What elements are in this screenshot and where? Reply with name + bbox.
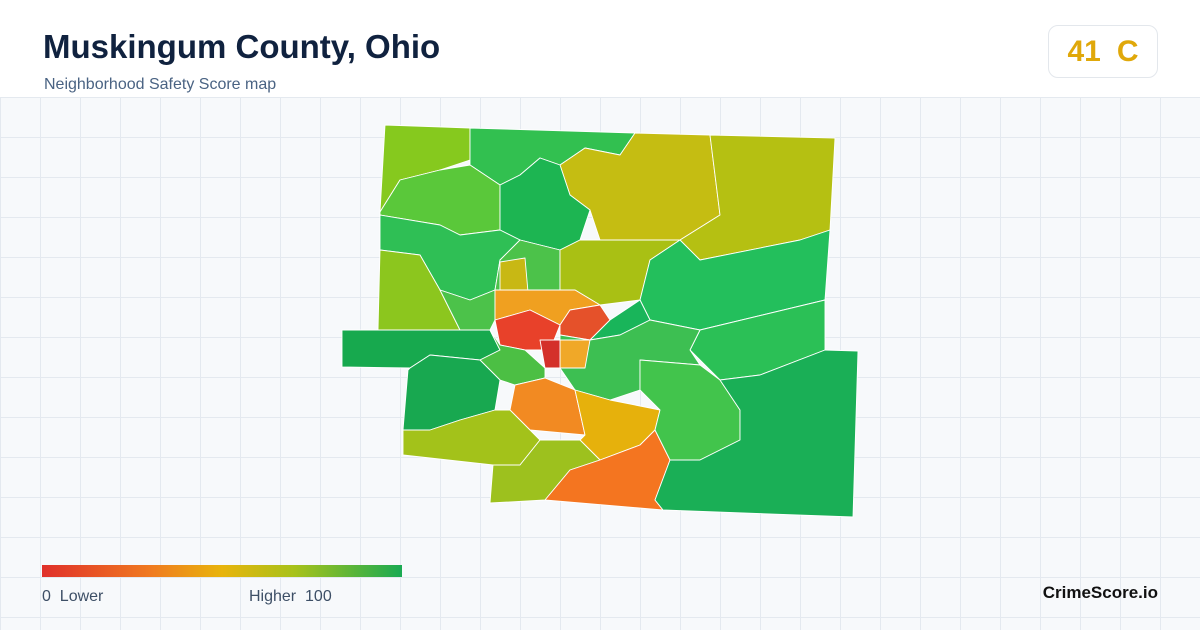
title: Muskingum County, Ohio bbox=[43, 28, 441, 65]
region bbox=[499, 257, 529, 293]
score-value: 41 bbox=[1067, 34, 1101, 68]
legend-min: 0 bbox=[42, 588, 51, 605]
region bbox=[539, 339, 561, 369]
score-grade: C bbox=[1116, 34, 1139, 68]
region bbox=[654, 349, 859, 518]
legend-max-label: Higher bbox=[249, 588, 297, 605]
legend-min-label: Lower bbox=[59, 588, 104, 605]
legend-gradient bbox=[42, 565, 402, 577]
brand: CrimeScore.io bbox=[1042, 583, 1158, 602]
legend-min-group: 0 Lower bbox=[42, 588, 103, 606]
subtitle: Neighborhood Safety Score map bbox=[44, 76, 277, 93]
legend-max: 100 bbox=[305, 588, 332, 605]
region bbox=[559, 339, 591, 369]
score-badge: 41 C bbox=[1048, 25, 1158, 78]
region bbox=[402, 409, 541, 466]
legend-max-group: Higher 100 bbox=[249, 588, 332, 606]
region bbox=[559, 239, 681, 306]
